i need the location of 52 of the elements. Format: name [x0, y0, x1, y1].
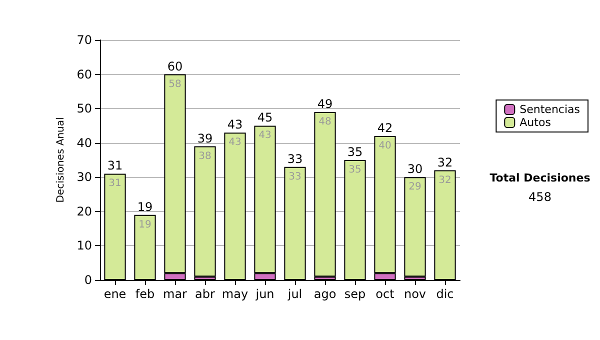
total-label: 43 [227, 118, 243, 132]
x-tick-label: ago [314, 287, 336, 301]
text: Total Decisiones [490, 172, 591, 184]
y-tick-label: 20 [76, 204, 92, 218]
total-label: 39 [197, 131, 213, 146]
y-tick-label: 0 [84, 273, 92, 287]
data-label: 48 [318, 116, 332, 128]
data-label: 43 [258, 130, 272, 142]
data-label: 58 [168, 78, 182, 90]
bar [194, 146, 216, 277]
total-label: 35 [347, 145, 363, 159]
data-label: 29 [408, 182, 422, 193]
y-tick-label: 50 [76, 102, 92, 116]
x-tick-label: oct [376, 287, 395, 301]
text: 458 [528, 190, 552, 204]
x-tick-label: sep [344, 287, 366, 301]
total-label: 32 [437, 155, 453, 170]
x-tick-label: jun [254, 287, 274, 301]
data-label: 19 [138, 219, 152, 230]
data-label: 38 [198, 150, 212, 162]
data-label: 32 [438, 174, 452, 186]
total-label: 42 [377, 121, 393, 135]
y-tick-label: 40 [76, 136, 92, 150]
data-label: 40 [378, 140, 392, 152]
x-tick-label: dic [436, 287, 454, 301]
x-tick-label: ene [104, 287, 126, 301]
total-label: 19 [137, 200, 153, 214]
data-label: 33 [288, 171, 302, 182]
bar [314, 112, 336, 277]
data-label: 43 [228, 137, 242, 148]
x-tick-label: mar [163, 287, 188, 301]
y-tick-label: 60 [76, 67, 92, 82]
x-tick-label: nov [404, 287, 426, 301]
x-tick-label: abr [195, 287, 216, 301]
total-label: 60 [167, 59, 183, 74]
x-tick-label: may [222, 287, 248, 301]
data-label: 35 [348, 164, 362, 176]
y-tick-label: 10 [76, 238, 92, 253]
y-tick-label: 70 [76, 33, 92, 47]
bar [404, 177, 426, 277]
data-label: 31 [108, 178, 122, 190]
legend-label: Autos [520, 116, 552, 129]
total-label: 31 [107, 158, 123, 173]
y-axis-title: Decisiones Anual [55, 117, 66, 203]
total-label: 49 [317, 97, 333, 111]
legend-label: Sentencias [520, 103, 580, 116]
total-label: 30 [407, 162, 423, 176]
x-tick-label: jul [286, 287, 302, 301]
x-tick-label: feb [135, 287, 155, 301]
y-tick-label: 30 [76, 170, 92, 184]
total-label: 33 [287, 152, 303, 166]
total-label: 45 [257, 110, 273, 125]
